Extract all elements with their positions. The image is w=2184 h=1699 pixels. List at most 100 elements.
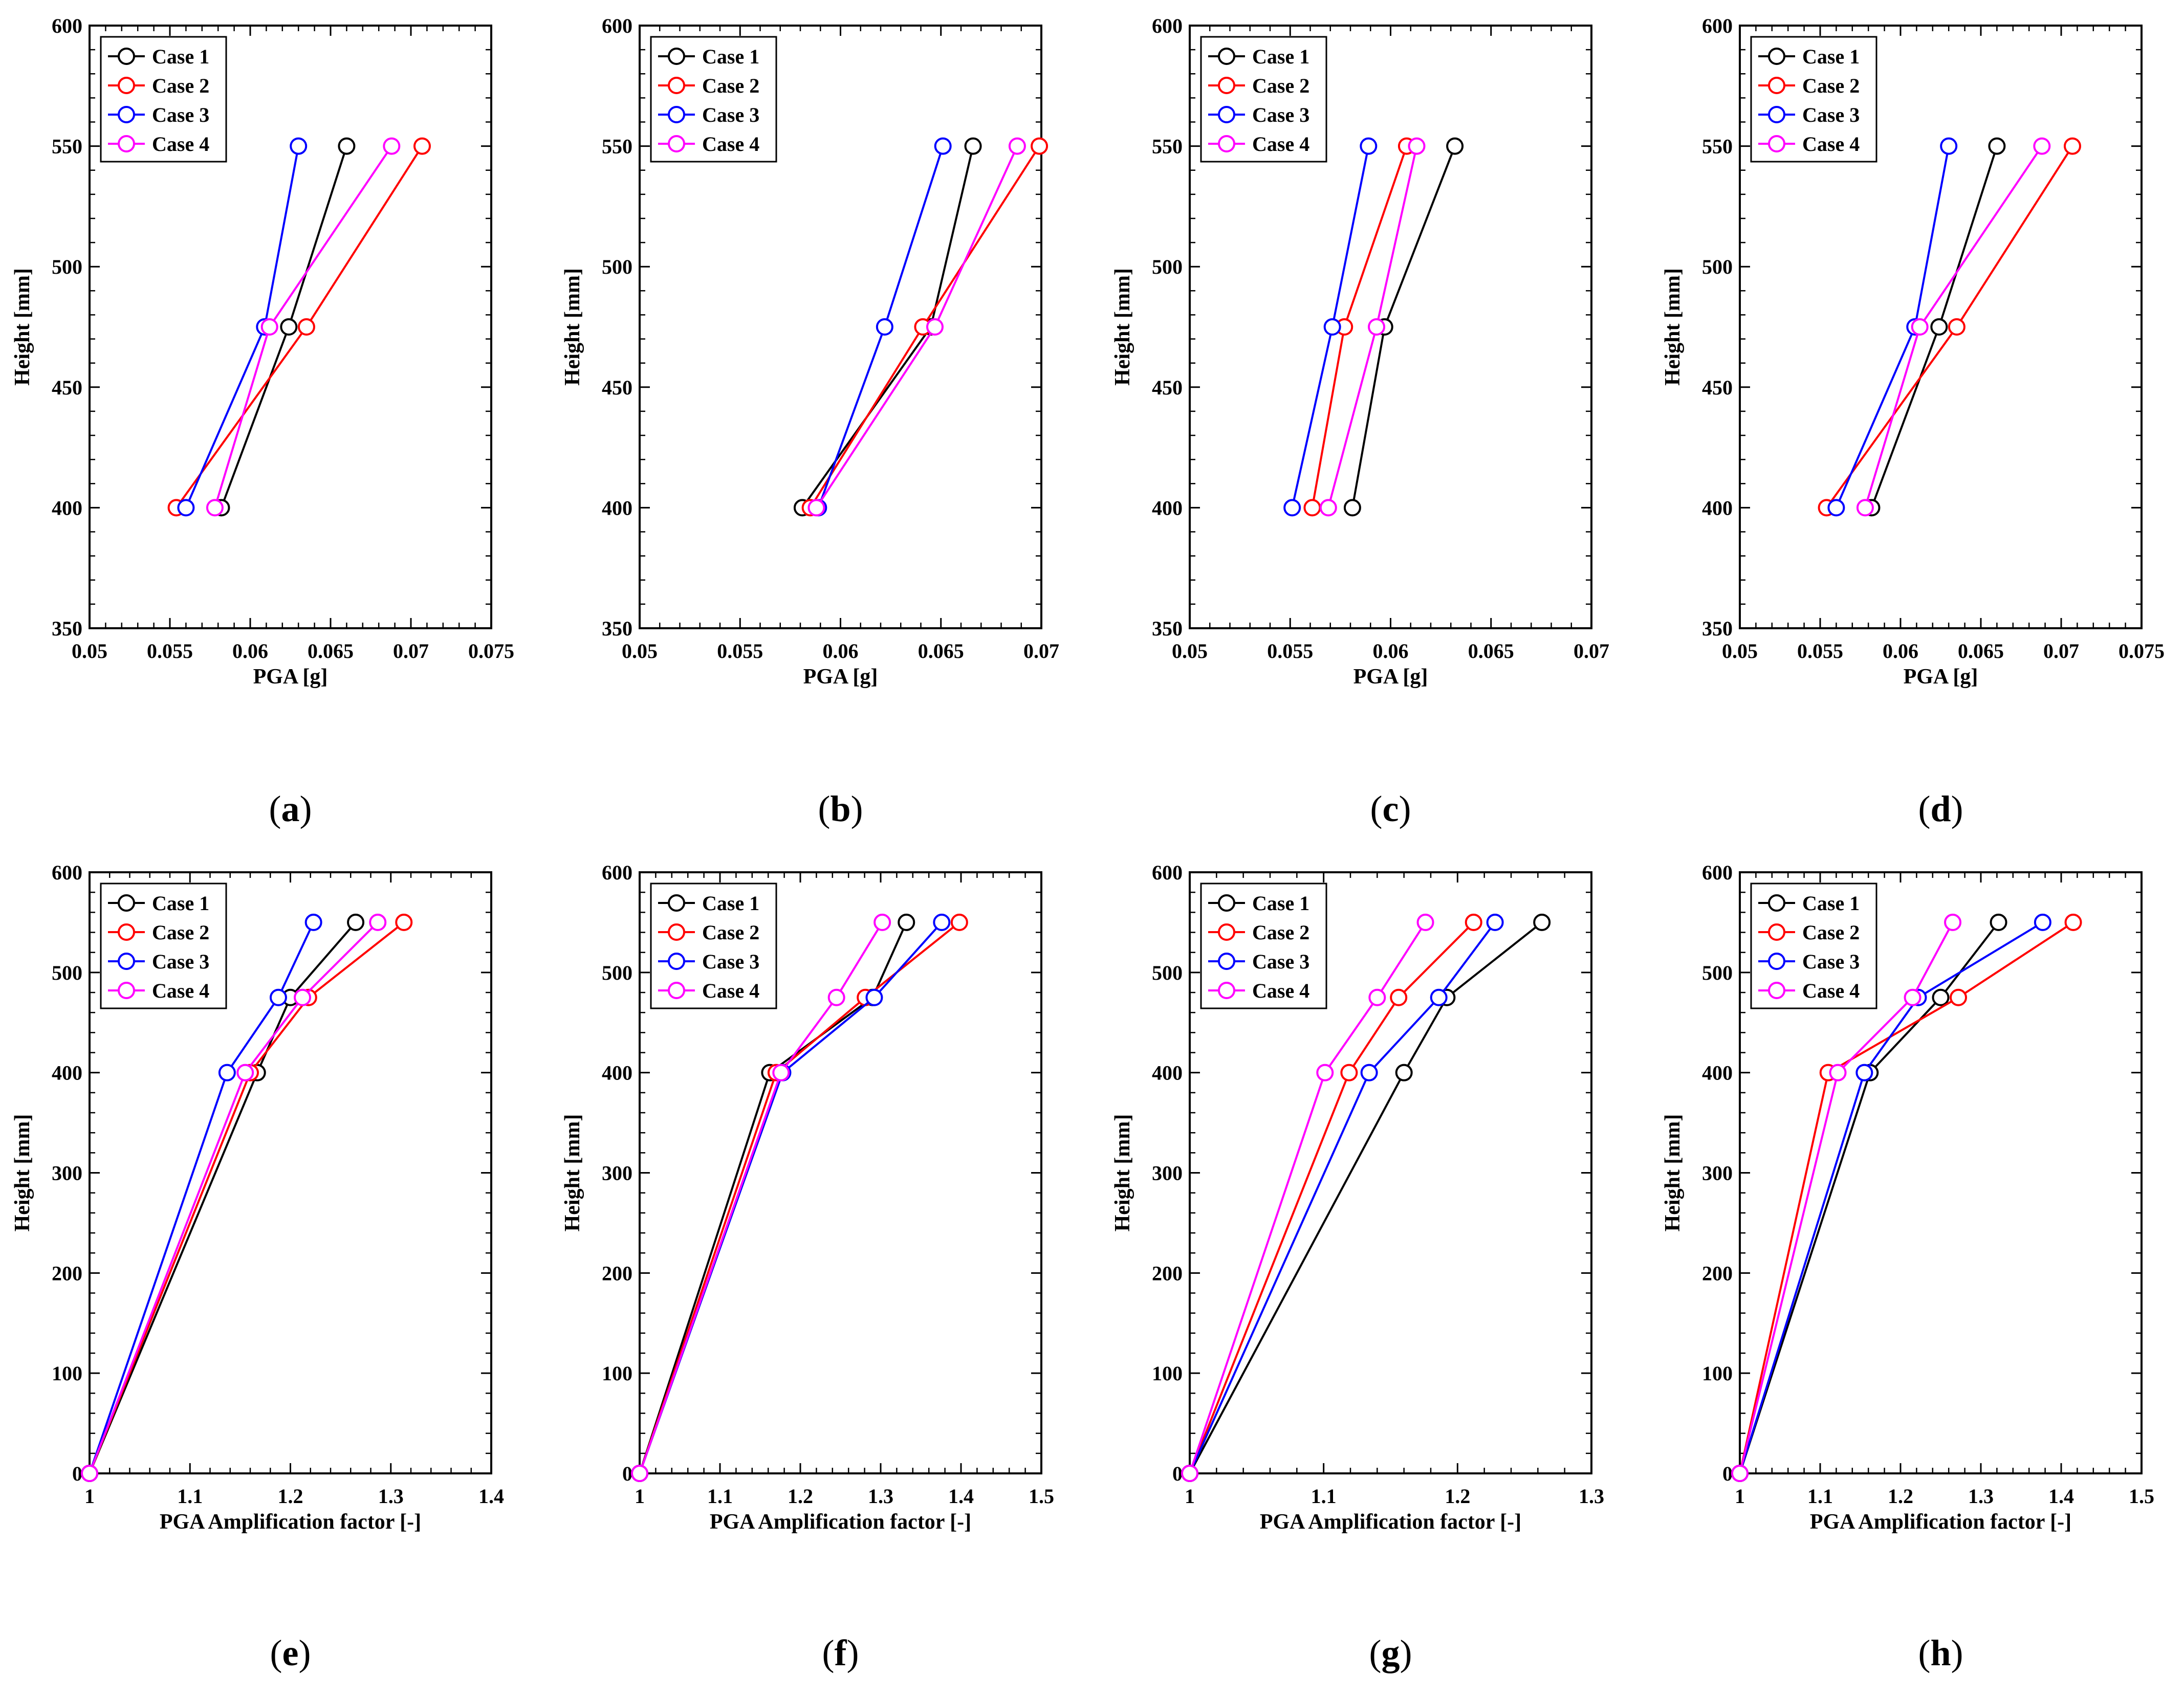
- x-axis-label: PGA [g]: [803, 665, 878, 689]
- legend-marker-case-2: [118, 923, 135, 941]
- y-tick-label: 300: [1702, 1162, 1733, 1185]
- y-tick-label: 450: [602, 376, 632, 399]
- y-tick-label: 550: [602, 135, 632, 158]
- legend-label: Case 4: [1802, 979, 1860, 1002]
- data-point-case-3: [876, 318, 893, 336]
- data-point-case-4: [236, 1064, 254, 1082]
- data-point-case-4: [873, 913, 891, 931]
- data-point-case-3: [177, 499, 195, 517]
- y-tick-label: 450: [1702, 376, 1733, 399]
- x-tick-label: 1: [84, 1485, 95, 1508]
- x-tick-label: 1: [1185, 1485, 1195, 1508]
- y-tick-label: 550: [52, 135, 82, 158]
- x-tick-label: 1.1: [1807, 1485, 1833, 1508]
- x-tick-label: 1.5: [2129, 1485, 2154, 1508]
- chart-panel-d: 0.05 0.055 0.06 0.065 0.07 0.075 350 400 450 500 5…: [1661, 14, 2165, 829]
- x-tick-label: 0.05: [622, 639, 658, 663]
- legend-label: Case 3: [1802, 103, 1860, 126]
- data-point-case-4: [1181, 1465, 1198, 1482]
- legend-marker-case-4: [1768, 135, 1785, 152]
- legend-label: Case 1: [1802, 45, 1860, 68]
- legend-label: Case 2: [702, 74, 759, 97]
- data-point-case-2: [2063, 137, 2081, 155]
- x-tick-label: 1.4: [2048, 1485, 2074, 1508]
- x-tick-label: 0.07: [1574, 639, 1609, 663]
- legend-label: Case 4: [702, 133, 759, 156]
- data-point-case-2: [297, 318, 315, 336]
- series-line-case-3: [1739, 921, 2043, 1474]
- data-point-case-1: [898, 913, 915, 931]
- x-tick-label: 0.065: [918, 639, 964, 663]
- x-tick-label: 0.06: [1373, 639, 1409, 663]
- y-tick-label: 300: [1152, 1162, 1183, 1185]
- legend-marker-case-3: [118, 953, 135, 970]
- y-tick-label: 400: [602, 496, 632, 519]
- y-tick-label: 550: [1152, 135, 1183, 158]
- y-axis-label: Height [mm]: [1661, 1114, 1685, 1232]
- data-point-case-1: [1343, 499, 1361, 517]
- legend-label: Case 2: [152, 921, 209, 944]
- y-tick-label: 500: [1152, 255, 1183, 278]
- x-tick-label: 1.5: [1029, 1485, 1054, 1508]
- x-tick-label: 1.3: [868, 1485, 893, 1508]
- x-tick-label: 1.2: [1445, 1485, 1470, 1508]
- data-point-case-4: [294, 988, 312, 1006]
- y-tick-label: 200: [52, 1262, 82, 1285]
- data-point-case-1: [1990, 913, 2007, 931]
- data-point-case-4: [1008, 137, 1026, 155]
- data-point-case-3: [304, 913, 322, 931]
- legend-label: Case 2: [1802, 74, 1860, 97]
- x-axis-label: PGA Amplification factor [-]: [1810, 1510, 2071, 1534]
- y-tick-label: 0: [1722, 1462, 1733, 1485]
- y-axis-label: Height [mm]: [1661, 268, 1685, 386]
- x-axis-label: PGA [g]: [253, 665, 328, 689]
- data-point-case-4: [206, 499, 224, 517]
- legend-marker-case-1: [668, 48, 685, 65]
- series-line-case-4: [639, 921, 883, 1474]
- y-axis-label: Height [mm]: [561, 268, 584, 386]
- plot-frame: [89, 25, 492, 629]
- panel-label: (f): [822, 1632, 859, 1673]
- legend-marker-case-1: [1218, 894, 1235, 912]
- x-tick-label: 0.065: [1958, 639, 2004, 663]
- x-tick-label: 0.055: [1797, 639, 1843, 663]
- y-tick-label: 500: [602, 961, 632, 984]
- x-tick-label: 0.055: [717, 639, 763, 663]
- data-point-case-3: [1855, 1064, 1873, 1082]
- data-point-case-1: [1988, 137, 2006, 155]
- series-line-case-1: [1189, 921, 1543, 1474]
- legend-marker-case-2: [1768, 77, 1785, 94]
- data-point-case-2: [1031, 137, 1049, 155]
- y-tick-label: 200: [1702, 1262, 1733, 1285]
- data-point-case-1: [1932, 988, 1950, 1006]
- x-tick-label: 0.055: [1267, 639, 1313, 663]
- y-tick-label: 400: [1152, 1062, 1183, 1085]
- legend-label: Case 2: [152, 74, 209, 97]
- panel-label: (d): [1918, 788, 1963, 829]
- legend-label: Case 2: [702, 921, 759, 944]
- legend-marker-case-3: [668, 106, 685, 123]
- legend-marker-case-2: [668, 77, 685, 94]
- data-point-case-3: [1827, 499, 1845, 517]
- chart-panel-c: 0.05 0.055 0.06 0.065 0.07 350 400 450 500 550 600…: [1111, 14, 1609, 829]
- series-line-case-4: [1189, 921, 1427, 1474]
- data-point-case-3: [865, 988, 883, 1006]
- x-tick-label: 0.07: [393, 639, 429, 663]
- data-point-case-3: [290, 137, 308, 155]
- legend-marker-case-3: [1218, 953, 1235, 970]
- x-tick-label: 1.1: [1311, 1485, 1337, 1508]
- data-point-case-3: [1430, 988, 1448, 1006]
- x-tick-label: 1: [1735, 1485, 1745, 1508]
- legend-label: Case 1: [1252, 892, 1309, 915]
- data-point-case-1: [1395, 1064, 1413, 1082]
- data-point-case-4: [1368, 988, 1386, 1006]
- legend-marker-case-3: [668, 953, 685, 970]
- panel-label: (a): [269, 788, 312, 829]
- y-tick-label: 550: [1702, 135, 1733, 158]
- data-point-case-2: [1340, 1064, 1358, 1082]
- legend-marker-case-2: [1768, 923, 1785, 941]
- data-point-case-4: [1731, 1465, 1749, 1482]
- y-axis-label: Height [mm]: [11, 1114, 34, 1232]
- legend-label: Case 3: [1802, 950, 1860, 973]
